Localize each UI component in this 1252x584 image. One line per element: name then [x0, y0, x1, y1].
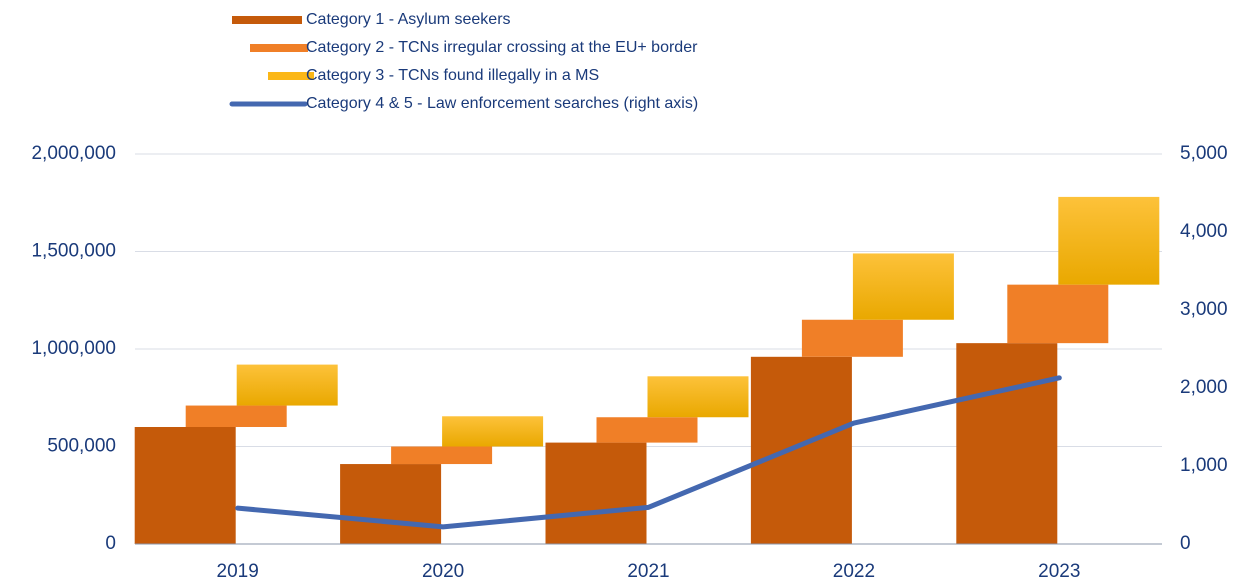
legend-swatch	[268, 72, 314, 80]
bar	[185, 405, 287, 427]
x-tick-label: 2022	[833, 561, 875, 582]
legend-swatch	[250, 44, 308, 52]
bar	[442, 416, 544, 447]
y-tick-label: 0	[105, 533, 116, 554]
bar	[1007, 284, 1109, 344]
bar	[340, 464, 442, 544]
y2-tick-label: 1,000	[1180, 455, 1228, 476]
legend-swatch	[232, 16, 302, 24]
y2-tick-label: 3,000	[1180, 299, 1228, 320]
bar	[852, 253, 954, 320]
bar	[545, 442, 647, 544]
legend-label: Category 2 - TCNs irregular crossing at …	[306, 39, 698, 56]
y2-tick-label: 0	[1180, 533, 1191, 554]
legend-label: Category 3 - TCNs found illegally in a M…	[306, 67, 599, 84]
y2-tick-label: 2,000	[1180, 377, 1228, 398]
bar	[236, 364, 338, 406]
y2-tick-label: 4,000	[1180, 221, 1228, 242]
legend-label: Category 4 & 5 - Law enforcement searche…	[306, 95, 698, 112]
y-tick-label: 2,000,000	[31, 143, 116, 164]
bar	[647, 376, 749, 418]
line	[235, 375, 1062, 530]
x-tick-label: 2020	[422, 561, 464, 582]
bar	[1058, 196, 1160, 285]
bar	[956, 343, 1058, 544]
bar	[801, 319, 903, 357]
y-tick-label: 1,500,000	[31, 241, 116, 262]
x-tick-label: 2021	[627, 561, 669, 582]
bar	[750, 356, 852, 544]
y2-tick-label: 5,000	[1180, 143, 1228, 164]
x-tick-label: 2023	[1038, 561, 1080, 582]
bar	[391, 446, 493, 465]
bar	[596, 417, 698, 443]
y-tick-label: 1,000,000	[31, 338, 116, 359]
y-tick-label: 500,000	[47, 436, 116, 457]
legend-label: Category 1 - Asylum seekers	[306, 11, 511, 28]
x-tick-label: 2019	[217, 561, 259, 582]
bar	[134, 427, 236, 544]
